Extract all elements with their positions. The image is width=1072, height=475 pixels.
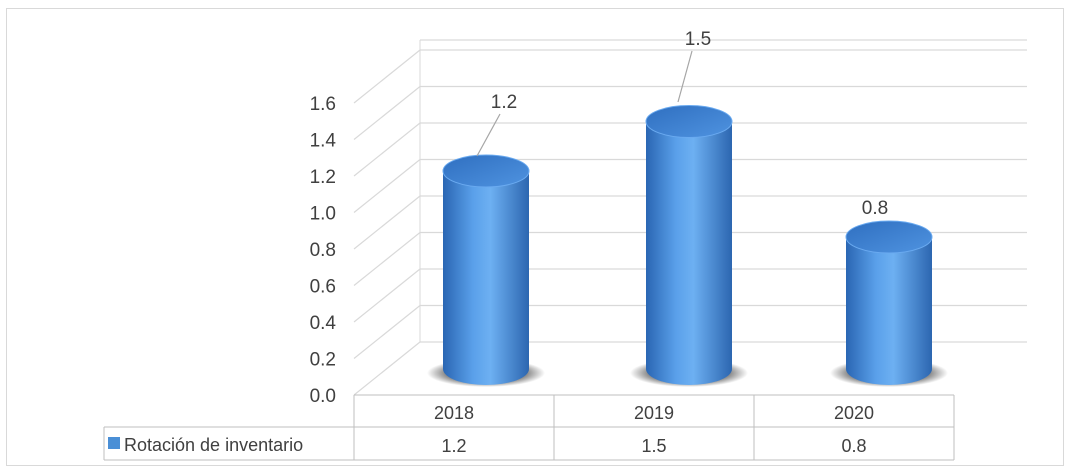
y-axis-ticks: 0.0 0.2 0.4 0.6 0.8 1.0 1.2 1.4 1.6 (310, 94, 337, 407)
gridline-diagonal (353, 232, 421, 286)
bar-2020 (846, 237, 932, 385)
y-tick-label: 1.2 (310, 167, 336, 188)
gridline-diagonal (353, 159, 421, 213)
bar-top-2020 (845, 220, 933, 254)
bar-2019 (646, 121, 732, 385)
gridline-diagonal (353, 49, 421, 104)
y-tick-label: 0.2 (310, 350, 336, 371)
y-tick-label: 0.0 (310, 386, 336, 407)
data-table: 2018 2019 2020 Rotación de inventario 1.2 1.5… (103, 394, 955, 461)
gridline-diagonal (353, 195, 421, 250)
table-header-cell: 2020 (834, 403, 874, 423)
y-tick-label: 1.0 (310, 204, 336, 225)
data-label: 0.8 (862, 198, 888, 219)
gridline-diagonal (353, 268, 421, 323)
data-label: 1.5 (685, 29, 711, 50)
legend-swatch (108, 437, 120, 449)
gridline-diagonal (353, 122, 421, 177)
table-value-cell: 1.2 (441, 436, 466, 456)
y-tick-label: 0.6 (310, 277, 336, 298)
legend-series-name: Rotación de inventario (124, 435, 303, 455)
table-header-cell: 2019 (634, 403, 674, 423)
table-value-cell: 1.5 (641, 436, 666, 456)
data-label: 1.2 (491, 92, 517, 113)
y-tick-label: 0.8 (310, 240, 336, 261)
bars (427, 105, 948, 387)
y-tick-label: 0.4 (310, 313, 337, 334)
table-header-cell: 2018 (434, 403, 474, 423)
y-tick-label: 1.6 (310, 94, 336, 115)
chart-walls (419, 40, 421, 342)
table-value-cell: 0.8 (841, 436, 866, 456)
y-tick-label: 1.4 (310, 131, 337, 152)
gridline-diagonal (353, 341, 421, 396)
bar-top-2018 (442, 154, 530, 188)
gridline-diagonal (353, 305, 421, 359)
leader-line (677, 50, 693, 103)
data-labels: 1.2 1.5 0.8 (476, 29, 888, 219)
bar-top-2019 (645, 105, 733, 138)
gridline-diagonal (353, 86, 421, 140)
leader-line (476, 113, 501, 157)
bar-2018 (443, 171, 529, 385)
